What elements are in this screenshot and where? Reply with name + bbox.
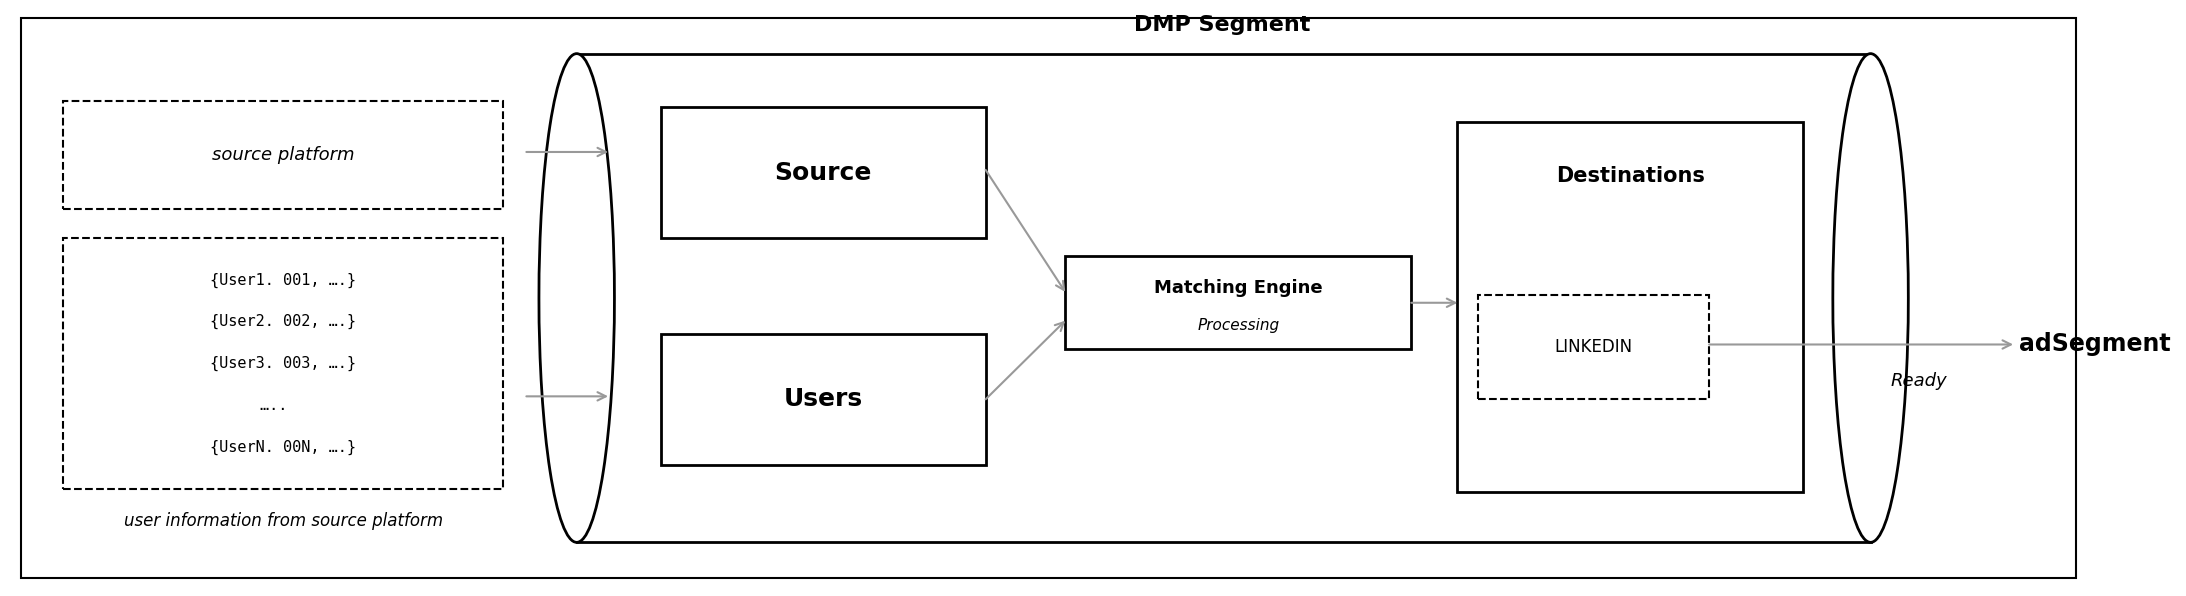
Ellipse shape [1832, 54, 1908, 542]
Ellipse shape [540, 54, 614, 542]
Text: user information from source platform: user information from source platform [125, 513, 444, 530]
Text: Ready: Ready [1891, 372, 1948, 390]
Text: Processing: Processing [1198, 318, 1279, 333]
Text: source platform: source platform [212, 146, 354, 164]
Bar [1478, 295, 1709, 399]
Bar [660, 107, 986, 238]
Bar [660, 334, 986, 465]
Text: {User3. 003, ….}: {User3. 003, ….} [210, 356, 356, 371]
Bar [1065, 256, 1412, 349]
Text: Source: Source [774, 161, 872, 185]
Text: {User1. 001, ….}: {User1. 001, ….} [210, 272, 356, 288]
Text: Destinations: Destinations [1556, 166, 1705, 186]
Bar [63, 101, 503, 209]
Text: Users: Users [783, 387, 863, 411]
Bar [63, 238, 503, 489]
Text: …..: ….. [260, 398, 306, 413]
Text: Matching Engine: Matching Engine [1154, 278, 1323, 297]
Text: {User2. 002, ….}: {User2. 002, ….} [210, 314, 356, 330]
Text: adSegment: adSegment [2020, 333, 2171, 356]
Text: {UserN. 00N, ….}: {UserN. 00N, ….} [210, 439, 356, 455]
Bar [1458, 122, 1803, 492]
Text: LINKEDIN: LINKEDIN [1554, 338, 1633, 356]
Bar [577, 54, 1871, 542]
Text: DMP Segment: DMP Segment [1135, 15, 1312, 35]
